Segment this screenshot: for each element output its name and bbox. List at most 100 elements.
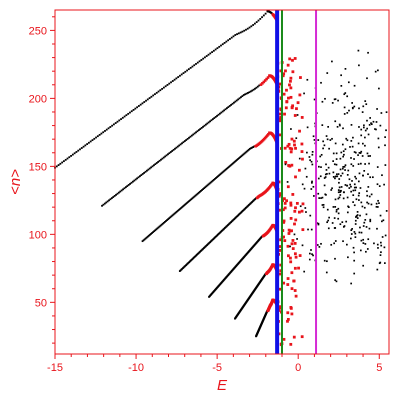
branch-3-point <box>223 169 226 172</box>
chaotic-point <box>289 342 293 346</box>
scatter-point <box>361 205 364 208</box>
scatter-point <box>355 177 358 180</box>
chaotic-point <box>277 309 281 312</box>
scatter-point <box>350 124 353 126</box>
branch-2-point <box>197 129 200 132</box>
scatter-point <box>369 176 372 179</box>
scatter-point <box>331 187 333 190</box>
branch-1-point <box>159 89 162 92</box>
scatter-point <box>326 260 328 263</box>
branch-1-point <box>223 42 226 44</box>
scatter-point <box>366 190 368 193</box>
scatter-point <box>354 151 357 154</box>
branch-3-point <box>242 153 245 156</box>
scatter-point <box>342 127 344 130</box>
branch-2-point <box>210 119 213 122</box>
scatter-point <box>311 253 313 256</box>
branch-1-point <box>193 64 196 67</box>
scatter-point <box>335 163 338 166</box>
scatter-point <box>346 139 349 142</box>
branch-2-point <box>265 77 268 81</box>
scatter-point <box>374 128 376 130</box>
scatter-point <box>327 219 330 222</box>
branch-2-point <box>262 80 266 84</box>
branch-2-point <box>224 108 227 111</box>
chaotic-point <box>286 254 290 258</box>
branch-1-point <box>61 161 64 164</box>
scatter-point <box>368 227 371 230</box>
scatter-point <box>342 226 345 228</box>
branch-2-point <box>235 99 238 102</box>
chaotic-point <box>286 319 289 323</box>
y-tick-label: 200 <box>29 93 47 105</box>
chaotic-point <box>300 116 304 119</box>
scatter-point <box>340 151 343 154</box>
scatter-point <box>342 191 345 194</box>
chaotic-point <box>278 287 282 291</box>
branch-2-point <box>176 145 179 148</box>
branch-3-point <box>211 179 214 182</box>
scatter-point <box>352 136 354 139</box>
branch-1-point <box>212 49 215 52</box>
branch-3-point <box>247 148 250 151</box>
scatter-point <box>334 177 336 180</box>
branch-1-point <box>237 32 240 35</box>
branch-1-point <box>262 14 265 17</box>
scatter-point <box>350 163 353 166</box>
scatter-point <box>376 243 379 246</box>
chaotic-point <box>289 95 293 99</box>
branch-3-point <box>166 219 168 222</box>
branch-2-point <box>196 130 199 133</box>
chaotic-point <box>289 306 293 309</box>
chaotic-point <box>289 79 292 83</box>
scatter-point <box>354 232 357 235</box>
chaotic-point <box>286 244 290 248</box>
branch-1-point <box>102 131 105 134</box>
scatter-point <box>346 95 349 98</box>
scatter-point <box>312 254 314 257</box>
chaotic-point <box>290 147 294 151</box>
scatter-point <box>324 176 327 178</box>
branch-2-point <box>146 169 148 172</box>
chaotic-point <box>289 201 293 205</box>
scatter-point <box>350 237 352 240</box>
branch-2-point <box>254 87 256 90</box>
scatter-point <box>301 183 304 186</box>
scatter-point <box>347 169 350 172</box>
scatter-point <box>372 176 374 179</box>
branch-1-point <box>255 21 258 23</box>
branch-3-point <box>252 146 254 148</box>
branch-3-point <box>144 237 147 240</box>
scatter-point <box>320 197 322 199</box>
branch-2-point <box>221 110 224 113</box>
scatter-point <box>367 133 370 136</box>
scatter-point <box>330 243 333 246</box>
branch-1-point <box>180 73 183 76</box>
scatter-point <box>353 183 356 186</box>
scatter-point <box>339 168 342 171</box>
scatter-point <box>326 208 329 211</box>
branch-2-point <box>199 128 202 130</box>
scatter-point <box>321 204 324 206</box>
scatter-point <box>360 239 363 242</box>
branch-2-point <box>162 156 165 159</box>
scatter-point <box>321 100 324 103</box>
scatter-point <box>369 220 372 223</box>
scatter-point <box>366 152 369 155</box>
branch-3-point <box>235 159 237 162</box>
axis-ticks-layer <box>50 16 380 359</box>
scatter-point <box>329 139 332 141</box>
chaotic-point <box>293 266 297 270</box>
branch-3-point <box>159 224 162 227</box>
scatter-point <box>323 177 326 179</box>
branch-2-point <box>207 121 210 124</box>
branch-2-point <box>259 83 263 86</box>
branch-3-point <box>233 161 235 164</box>
branch-2-point <box>255 86 258 89</box>
scatter-point <box>323 259 326 262</box>
branch-3-point <box>149 233 151 236</box>
chaotic-point <box>294 218 298 222</box>
scatter-point <box>375 128 377 131</box>
scatter-point <box>379 124 382 127</box>
scatter-point <box>378 202 380 205</box>
